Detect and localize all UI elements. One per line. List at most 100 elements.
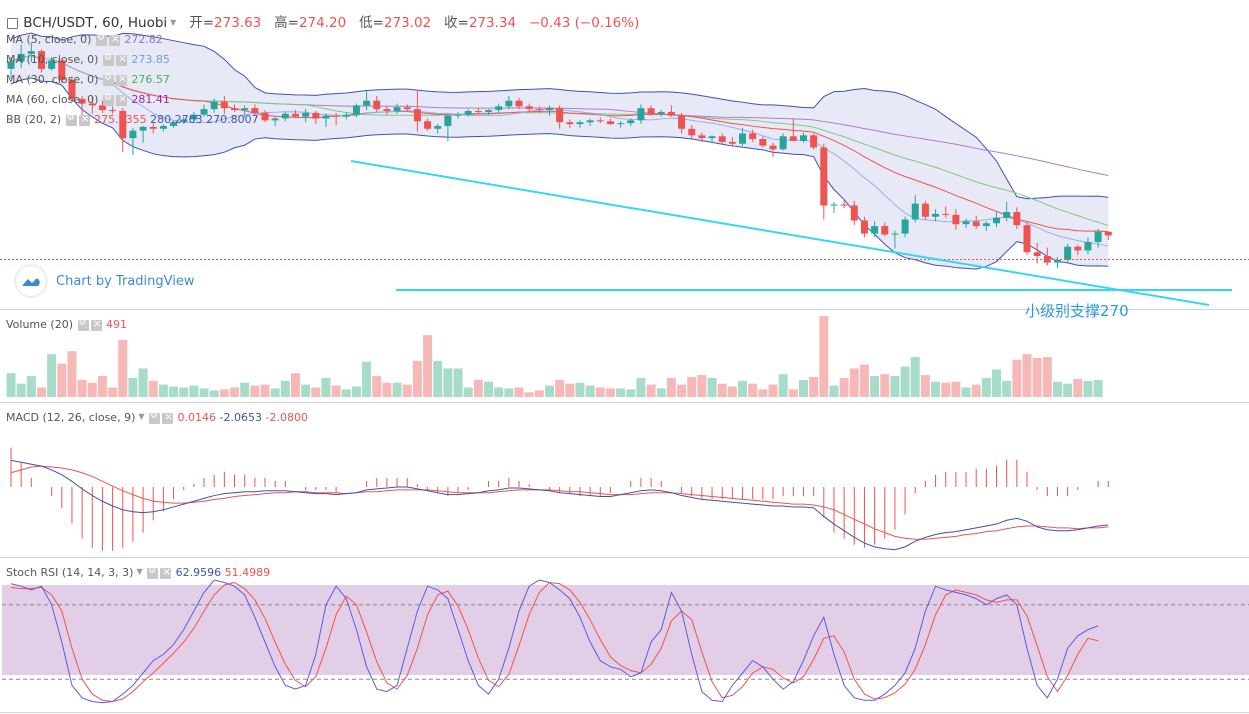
- volume-bar: [1002, 380, 1012, 397]
- candle-down: [291, 110, 299, 118]
- candle-body: [98, 105, 106, 111]
- candle-body: [576, 122, 584, 125]
- close-icon[interactable]: [115, 72, 127, 86]
- volume-bar: [199, 388, 209, 397]
- candle-down: [769, 142, 777, 157]
- volume-bar: [687, 376, 697, 397]
- volume-bar: [809, 376, 819, 397]
- chevron-down-icon[interactable]: ▼: [136, 567, 143, 576]
- gear-icon[interactable]: [77, 318, 89, 331]
- candle-up: [200, 104, 208, 117]
- bb-label[interactable]: BB (20, 2): [6, 113, 62, 126]
- chevron-down-icon[interactable]: ▼: [138, 412, 145, 421]
- close-icon[interactable]: [115, 92, 127, 106]
- candle-up: [271, 116, 279, 126]
- ma60-label[interactable]: MA (60, close, 0): [6, 93, 99, 106]
- low-value: 273.02: [383, 15, 432, 31]
- chevron-down-icon[interactable]: ▼: [170, 18, 177, 27]
- candle-body: [464, 110, 472, 115]
- volume-bar: [981, 377, 991, 397]
- ma10-label[interactable]: MA (10, close, 0): [6, 53, 99, 66]
- candle-up: [363, 91, 371, 111]
- ma5-label[interactable]: MA (5, close, 0): [6, 33, 92, 46]
- volume-bar: [1073, 378, 1083, 397]
- candle-body: [515, 100, 523, 107]
- candle-down: [810, 133, 818, 150]
- macd-value-2: -2.0653: [219, 411, 262, 424]
- volume-bar: [240, 382, 250, 397]
- candle-down: [515, 97, 523, 110]
- gear-icon[interactable]: [95, 33, 107, 46]
- volume-bar: [1052, 381, 1062, 397]
- stoch-d-line: [10, 581, 1099, 703]
- candle-down: [312, 110, 320, 125]
- candle-down: [728, 137, 736, 147]
- candle-down: [759, 136, 767, 148]
- symbol-title[interactable]: BCH/USDT, 60, Huobi: [23, 15, 168, 31]
- ma30-label[interactable]: MA (30, close, 0): [6, 73, 99, 86]
- candle-down: [37, 49, 45, 73]
- close-value: 273.34: [468, 15, 517, 31]
- volume-bar: [372, 376, 382, 397]
- close-icon[interactable]: [162, 410, 173, 424]
- gear-icon[interactable]: [149, 411, 161, 424]
- close-icon[interactable]: [78, 112, 90, 126]
- volume-bar: [870, 376, 880, 397]
- candle-down: [1104, 231, 1112, 241]
- candle-up: [1064, 243, 1072, 264]
- volume-bar: [128, 377, 138, 397]
- gear-icon[interactable]: [102, 53, 114, 66]
- volume-bar: [97, 376, 107, 397]
- candle-body: [109, 110, 117, 112]
- volume-value: 491: [106, 318, 127, 331]
- close-icon[interactable]: [115, 52, 127, 66]
- volume-bar: [900, 366, 910, 397]
- candle-body: [942, 213, 950, 215]
- gear-icon[interactable]: [147, 566, 159, 579]
- tradingview-logo-icon: [16, 266, 46, 296]
- close-icon[interactable]: [90, 317, 102, 331]
- volume-bar: [616, 388, 626, 397]
- tradingview-text: Chart by TradingView: [56, 273, 195, 289]
- volume-label[interactable]: Volume (20): [6, 318, 73, 331]
- volume-bar: [727, 386, 737, 397]
- candle-body: [413, 109, 421, 122]
- close-label: 收=: [444, 15, 469, 31]
- candle-up: [901, 216, 909, 238]
- gear-icon[interactable]: [65, 113, 77, 126]
- candle-body: [454, 114, 462, 116]
- candle-body: [363, 100, 371, 106]
- trend-line[interactable]: [350, 160, 1210, 306]
- collapse-icon[interactable]: [7, 18, 18, 29]
- ma5-legend: MA (5, close, 0) 272.82: [6, 32, 163, 47]
- candle-up: [637, 104, 645, 125]
- stoch-label[interactable]: Stoch RSI (14, 14, 3, 3): [6, 566, 134, 579]
- candle-up: [139, 125, 147, 143]
- volume-bar: [707, 377, 717, 397]
- candle-up: [1053, 256, 1061, 269]
- support-annotation[interactable]: 小级别支撑270: [1025, 302, 1129, 320]
- candle-up: [27, 42, 35, 63]
- candle-down: [403, 104, 411, 112]
- gear-icon[interactable]: [102, 73, 114, 86]
- candle-body: [718, 136, 726, 142]
- candle-body: [972, 221, 980, 227]
- gear-icon[interactable]: [102, 93, 114, 106]
- candle-body: [535, 109, 543, 111]
- candle-body: [119, 110, 127, 139]
- candle-body: [820, 147, 828, 206]
- close-icon[interactable]: [160, 565, 171, 579]
- close-icon[interactable]: [108, 32, 120, 46]
- volume-bar: [605, 388, 615, 397]
- tradingview-badge[interactable]: Chart by TradingView: [16, 266, 194, 296]
- candle-body: [322, 115, 330, 119]
- volume-bar: [321, 377, 331, 397]
- candle-down: [942, 206, 950, 218]
- bb-value-1: 275.5355: [94, 113, 147, 126]
- macd-label[interactable]: MACD (12, 26, close, 9): [6, 411, 136, 424]
- volume-bar: [108, 387, 118, 397]
- candle-up: [586, 118, 594, 126]
- candle-up: [617, 121, 625, 128]
- candle-up: [982, 221, 990, 231]
